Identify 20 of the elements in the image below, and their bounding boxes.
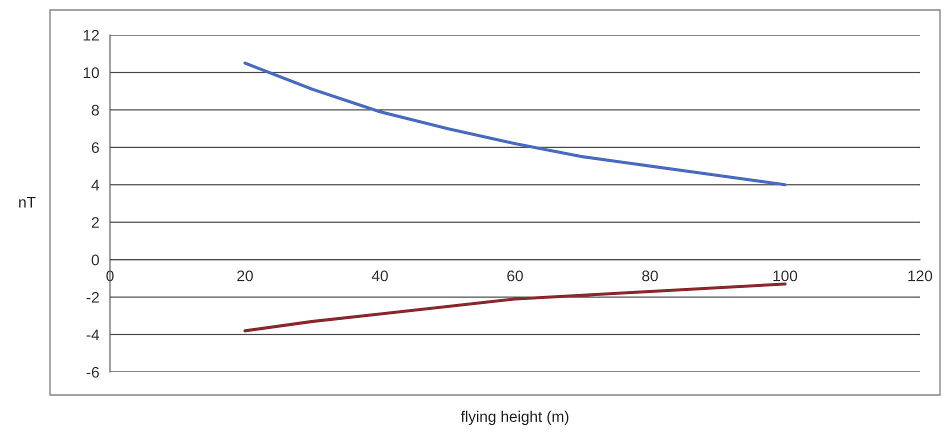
y-tick-label: 6: [92, 142, 99, 154]
x-tick-label: 120: [908, 270, 932, 282]
y-tick-label: -4: [86, 330, 100, 340]
line-series: [243, 282, 787, 332]
y-tick-label: 10: [84, 67, 99, 78]
line-series: [243, 62, 787, 186]
y-tick-label: 2: [92, 217, 99, 228]
y-tick-label: -2: [86, 292, 99, 303]
x-tick-label: 20: [237, 270, 253, 282]
x-tick-label: 60: [507, 270, 523, 282]
x-tick-label: 40: [372, 270, 388, 282]
y-tick-label: 8: [92, 104, 99, 116]
y-tick-label: 0: [92, 254, 99, 266]
x-tick-label: 100: [773, 270, 798, 282]
y-tick-label: 4: [91, 180, 100, 190]
y-tick-label: -6: [86, 366, 99, 378]
x-axis-title: flying height (m): [460, 410, 568, 425]
x-tick-label: 80: [642, 270, 658, 282]
y-axis-title: nT: [19, 196, 36, 208]
y-tick-label: 12: [84, 30, 99, 41]
